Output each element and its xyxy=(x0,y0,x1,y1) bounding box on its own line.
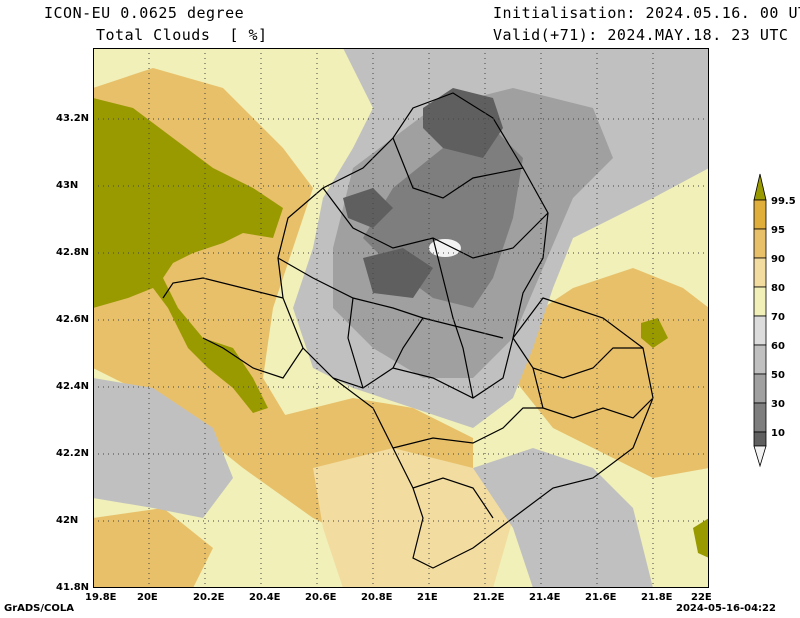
colorbar-label: 90 xyxy=(771,254,785,265)
northmacedonia-border xyxy=(332,297,654,569)
colorbar-label: 95 xyxy=(771,225,785,236)
longitude-label: 21E xyxy=(417,592,438,603)
colorbar-band xyxy=(753,402,767,433)
district-line-6 xyxy=(162,277,284,299)
latitude-label: 43.2N xyxy=(56,113,90,124)
cloud-zone-gray-darkest-3 xyxy=(343,188,393,228)
colorbar xyxy=(753,173,767,468)
colorbar-band xyxy=(753,228,767,259)
cloud-zone-olive-west xyxy=(93,98,283,413)
cloud-zone-gray-southcenter xyxy=(473,448,653,588)
cloud-zone-gray-darkest-2 xyxy=(363,248,433,298)
colorbar-band xyxy=(753,257,767,288)
cloud-zone-gray-darkest xyxy=(423,88,503,158)
longitude-label: 20E xyxy=(137,592,158,603)
cloud-zone-olive-se xyxy=(693,518,709,558)
cloud-zone-orange-sw xyxy=(93,508,213,588)
longitude-label: 19.8E xyxy=(85,592,117,603)
longitude-label: 21.4E xyxy=(529,592,561,603)
cloud-cover-map xyxy=(93,48,709,588)
longitude-label: 22E xyxy=(691,592,712,603)
model-title: ICON-EU 0.0625 degree xyxy=(44,4,245,22)
colorbar-label: 30 xyxy=(771,399,785,410)
district-line-4 xyxy=(432,237,474,399)
colorbar-label: 80 xyxy=(771,283,785,294)
init-time: Initialisation: 2024.05.16. 00 UTC xyxy=(493,4,800,22)
colorbar-over xyxy=(753,173,767,201)
district-line-1 xyxy=(392,137,524,199)
footer-timestamp: 2024-05-16-04:22 xyxy=(676,603,776,614)
colorbar-label: 70 xyxy=(771,312,785,323)
longitude-label: 20.4E xyxy=(249,592,281,603)
colorbar-label: 50 xyxy=(771,370,785,381)
latitude-label: 42N xyxy=(56,515,79,526)
colorbar-under xyxy=(753,445,767,468)
field-title: Total Clouds [ %] xyxy=(96,26,268,44)
valid-time: Valid(+71): 2024.MAY.18. 23 UTC xyxy=(493,26,789,44)
latitude-label: 42.6N xyxy=(56,314,90,325)
colorbar-band xyxy=(753,373,767,404)
cloud-zone-orange-se xyxy=(513,268,709,478)
district-line-10 xyxy=(202,337,304,379)
colorbar-band xyxy=(753,315,767,346)
latitude-label: 42.2N xyxy=(56,448,90,459)
latitude-label: 42.8N xyxy=(56,247,90,258)
longitude-label: 21.6E xyxy=(585,592,617,603)
district-line-11 xyxy=(392,407,543,449)
longitude-label: 21.2E xyxy=(473,592,505,603)
colorbar-band xyxy=(753,344,767,375)
district-line-7 xyxy=(512,337,643,379)
longitude-label: 20.2E xyxy=(193,592,225,603)
longitude-label: 20.6E xyxy=(305,592,337,603)
latitude-label: 41.8N xyxy=(56,582,90,593)
colorbar-band xyxy=(753,199,767,230)
cloud-zone-olive-east xyxy=(641,318,668,348)
district-line-9 xyxy=(392,317,424,369)
longitude-label: 20.8E xyxy=(361,592,393,603)
latitude-label: 43N xyxy=(56,180,79,191)
district-line-8 xyxy=(532,367,654,419)
colorbar-label: 60 xyxy=(771,341,785,352)
longitude-label: 21.8E xyxy=(641,592,673,603)
district-line-5 xyxy=(347,297,364,389)
cloud-zone-gray-west xyxy=(93,378,233,518)
district-line-12 xyxy=(412,477,494,519)
kosovo-border xyxy=(277,92,549,399)
colorbar-label: 10 xyxy=(771,428,785,439)
colorbar-band xyxy=(753,286,767,317)
latitude-label: 42.4N xyxy=(56,381,90,392)
district-line-3 xyxy=(277,257,504,339)
footer-credit: GrADS/COLA xyxy=(4,603,74,614)
colorbar-label: 99.5 xyxy=(771,196,796,207)
colorbar-band xyxy=(753,431,767,447)
